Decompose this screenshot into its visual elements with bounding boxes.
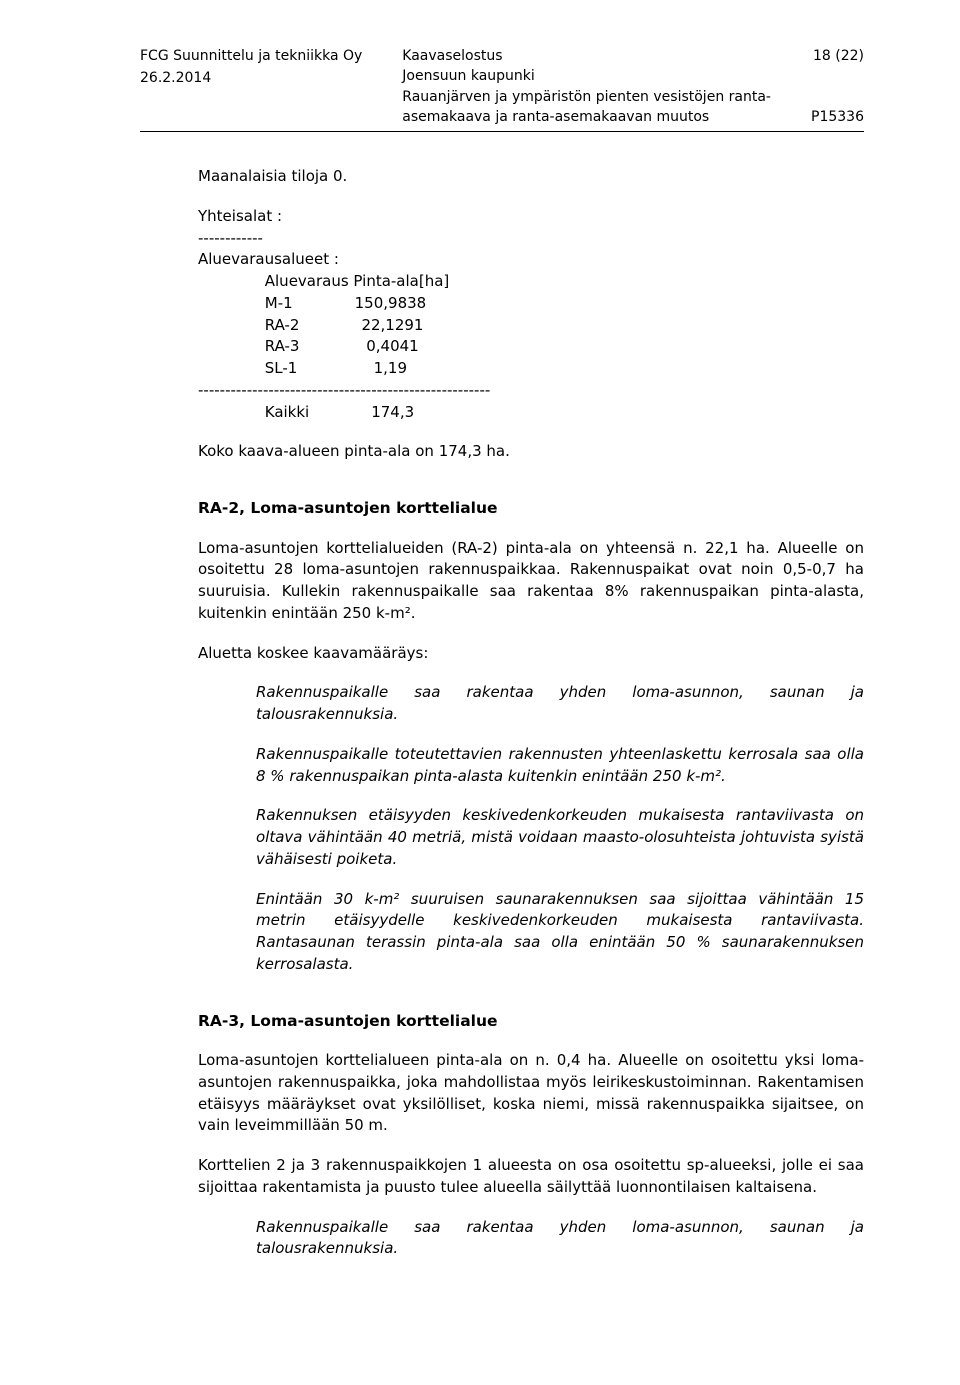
aluevaraus-table: Aluevaraus Pinta-ala[ha] M-1 150,9838 RA… <box>198 271 864 423</box>
yhteisalat-label: Yhteisalat : <box>198 206 864 228</box>
document-date: 26.2.2014 <box>140 68 362 88</box>
page-header: FCG Suunnittelu ja tekniikka Oy 26.2.201… <box>140 46 864 132</box>
header-middle: Kaavaselostus 18 (22) Joensuun kaupunki … <box>362 46 864 127</box>
city-name: Joensuun kaupunki <box>402 66 864 86</box>
document-type: Kaavaselostus <box>402 46 502 66</box>
page-content: Maanalaisia tiloja 0. Yhteisalat : -----… <box>140 166 864 1260</box>
ra2-quote-2: Rakennuspaikalle toteutettavien rakennus… <box>256 744 864 788</box>
ra2-quotes: Rakennuspaikalle saa rakentaa yhden loma… <box>198 682 864 975</box>
plan-line1: Rauanjärven ja ympäristön pienten vesist… <box>402 87 864 107</box>
company-name: FCG Suunnittelu ja tekniikka Oy <box>140 46 362 66</box>
plan-line2: asemakaava ja ranta-asemakaavan muutos <box>402 107 709 127</box>
ra2-quote-3: Rakennuksen etäisyyden keskivedenkorkeud… <box>256 805 864 870</box>
ra2-heading: RA-2, Loma-asuntojen korttelialue <box>198 497 864 519</box>
ra2-quote-4: Enintään 30 k-m² suuruisen saunarakennuk… <box>256 889 864 976</box>
project-number: P15336 <box>801 107 864 127</box>
ra2-quote-1: Rakennuspaikalle saa rakentaa yhden loma… <box>256 682 864 726</box>
intro-text: Maanalaisia tiloja 0. <box>198 166 864 188</box>
ra3-quote-1: Rakennuspaikalle saa rakentaa yhden loma… <box>256 1217 864 1261</box>
header-left: FCG Suunnittelu ja tekniikka Oy 26.2.201… <box>140 46 362 89</box>
ra2-paragraph-2: Aluetta koskee kaavamääräys: <box>198 643 864 665</box>
page-number: 18 (22) <box>803 46 864 66</box>
aluevaraus-header: Aluevarausalueet : <box>198 249 864 271</box>
koko-kaava-text: Koko kaava-alueen pinta-ala on 174,3 ha. <box>198 441 864 463</box>
ra3-quotes: Rakennuspaikalle saa rakentaa yhden loma… <box>198 1217 864 1261</box>
divider-line: ------------ <box>198 228 864 250</box>
ra3-paragraph-2: Korttelien 2 ja 3 rakennuspaikkojen 1 al… <box>198 1155 864 1199</box>
ra2-paragraph-1: Loma-asuntojen korttelialueiden (RA-2) p… <box>198 538 864 625</box>
yhteisalat-block: Yhteisalat : ------------ Aluevarausalue… <box>198 206 864 424</box>
ra3-heading: RA-3, Loma-asuntojen korttelialue <box>198 1010 864 1032</box>
ra3-paragraph-1: Loma-asuntojen korttelialueen pinta-ala … <box>198 1050 864 1137</box>
